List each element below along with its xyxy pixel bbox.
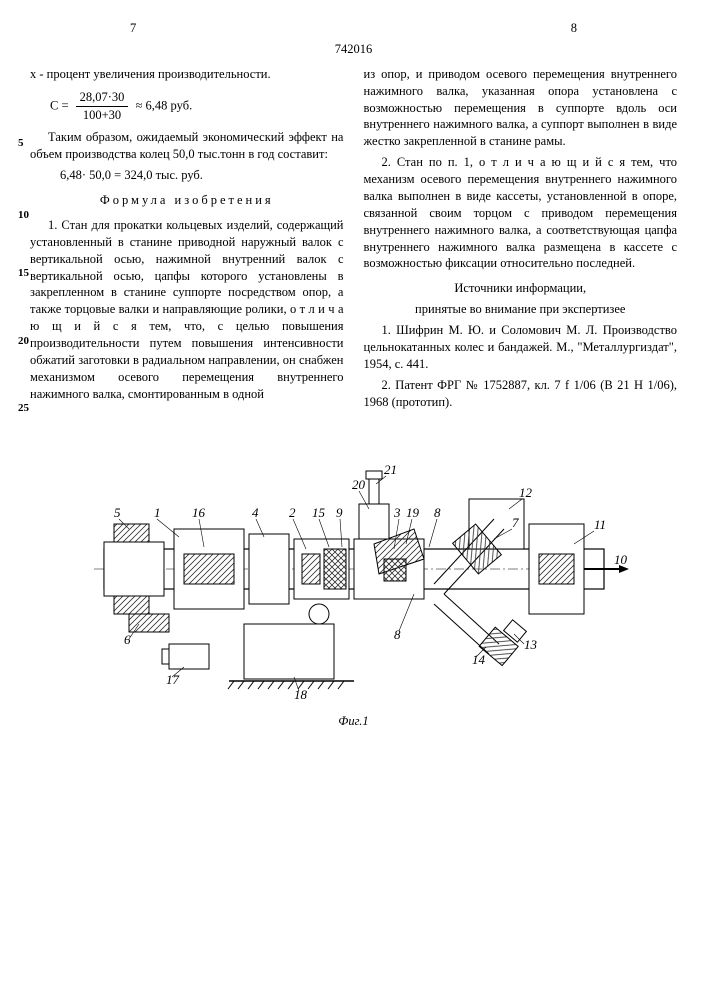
calc-formula: С = 28,07·30 100+30 ≈ 6,48 руб. <box>50 89 344 124</box>
callout: 13 <box>524 637 538 652</box>
page-number-right: 8 <box>571 20 577 37</box>
text-columns: х - процент увеличения производительност… <box>30 66 677 415</box>
callout: 15 <box>312 505 326 520</box>
line-number: 5 <box>18 136 24 151</box>
economic-effect-para: Таким образом, ожидаемый экономический э… <box>30 129 344 163</box>
figure-1: 5 1 16 4 2 15 9 20 21 3 19 8 12 7 11 10 6… <box>30 429 677 730</box>
technical-drawing: 5 1 16 4 2 15 9 20 21 3 19 8 12 7 11 10 6… <box>74 429 634 709</box>
patent-number: 742016 <box>30 41 677 58</box>
x-definition: х - процент увеличения производительност… <box>30 66 344 83</box>
callout: 12 <box>519 485 533 500</box>
callout: 17 <box>166 672 180 687</box>
sources-title: Источники информации, <box>364 280 678 297</box>
callout: 7 <box>512 515 519 530</box>
right-column: из опор, и приводом осевого перемещения … <box>364 66 678 415</box>
calc-result: ≈ 6,48 руб. <box>136 98 193 112</box>
callout: 9 <box>336 505 343 520</box>
calc-line-2: 6,48· 50,0 = 324,0 тыс. руб. <box>60 167 344 184</box>
callout: 1 <box>154 505 161 520</box>
callout: 10 <box>614 552 628 567</box>
callout: 6 <box>124 632 131 647</box>
callout: 21 <box>384 462 397 477</box>
callout: 19 <box>406 505 420 520</box>
sources-subtitle: принятые во внимание при экспертизее <box>364 301 678 318</box>
numerator: 28,07·30 <box>76 89 129 107</box>
callout: 18 <box>294 687 308 702</box>
fraction: 28,07·30 100+30 <box>76 89 129 124</box>
claim-2: 2. Стан по п. 1, о т л и ч а ю щ и й с я… <box>364 154 678 272</box>
claim-1: 1. Стан для прокатки кольцевых изделий, … <box>30 217 344 403</box>
page-numbers: 7 8 <box>30 20 677 37</box>
calc-c: С = <box>50 98 69 112</box>
callout: 2 <box>289 505 296 520</box>
callout: 4 <box>252 505 259 520</box>
denominator: 100+30 <box>76 107 129 124</box>
reference-2: 2. Патент ФРГ № 1752887, кл. 7 f 1/06 (В… <box>364 377 678 411</box>
callout: 11 <box>594 517 606 532</box>
callout: 8 <box>434 505 441 520</box>
callout: 16 <box>192 505 206 520</box>
callout: 5 <box>114 505 121 520</box>
line-number: 25 <box>18 401 29 416</box>
callout: 20 <box>352 477 366 492</box>
line-number: 10 <box>18 208 29 223</box>
page-number-left: 7 <box>130 20 136 37</box>
line-number: 15 <box>18 266 29 281</box>
callout: 3 <box>393 505 401 520</box>
figure-label: Фиг.1 <box>30 713 677 730</box>
line-number: 20 <box>18 334 29 349</box>
reference-1: 1. Шифрин М. Ю. и Соломович М. Л. Произв… <box>364 322 678 373</box>
claim-1-continued: из опор, и приводом осевого перемещения … <box>364 66 678 150</box>
left-column: х - процент увеличения производительност… <box>30 66 344 415</box>
formula-title: Формула изобретения <box>30 192 344 209</box>
